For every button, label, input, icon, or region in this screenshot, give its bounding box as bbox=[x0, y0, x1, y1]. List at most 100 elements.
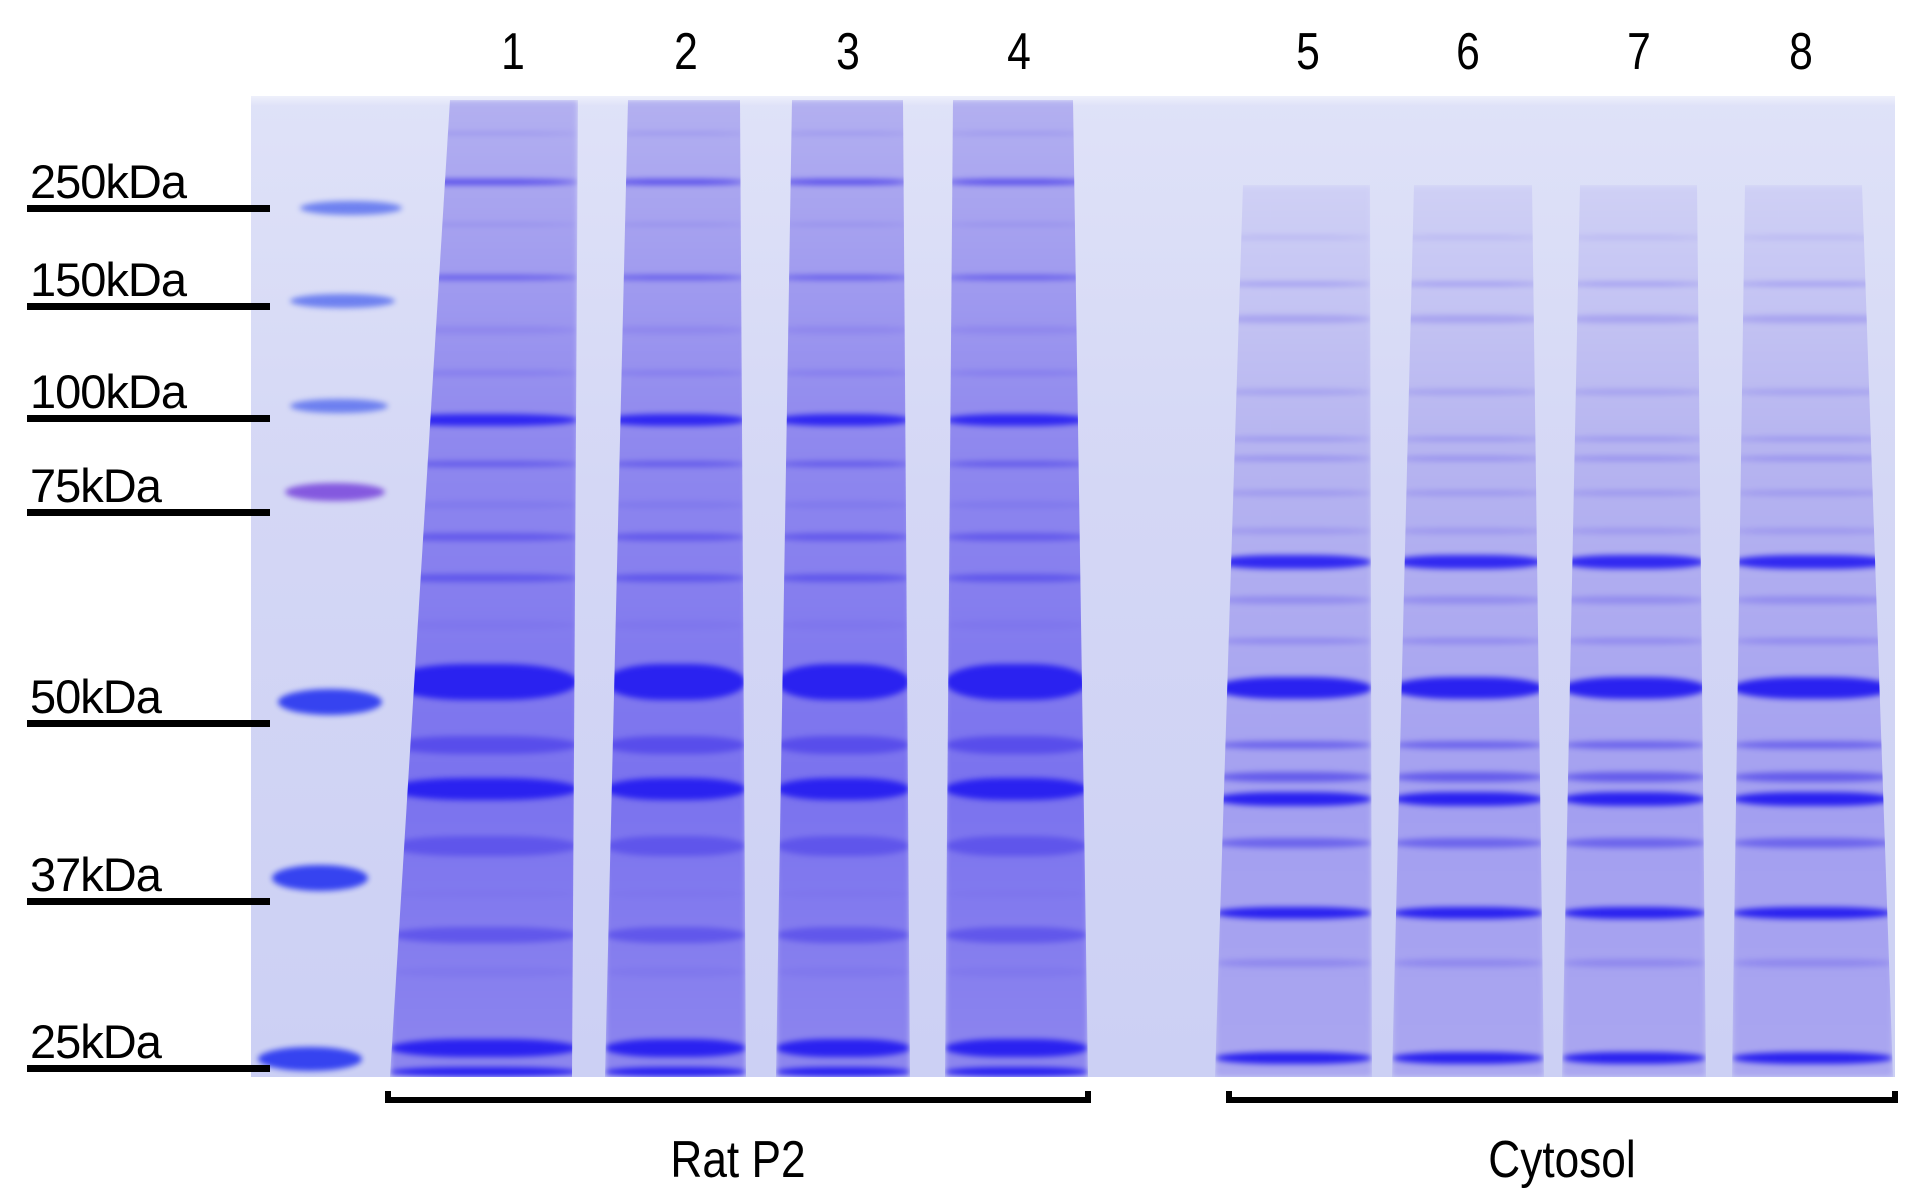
protein-band bbox=[1732, 455, 1893, 461]
lane-3 bbox=[776, 100, 910, 1077]
protein-band bbox=[1392, 638, 1544, 644]
protein-band bbox=[1732, 959, 1893, 967]
protein-band bbox=[390, 736, 578, 754]
protein-band bbox=[776, 967, 910, 977]
protein-band bbox=[945, 501, 1088, 509]
mw-label-250: 250kDa bbox=[30, 155, 187, 208]
protein-band bbox=[605, 370, 746, 376]
marker-band-75kDa bbox=[285, 483, 385, 501]
protein-band bbox=[945, 533, 1088, 541]
protein-band bbox=[1562, 741, 1706, 749]
protein-band bbox=[390, 222, 578, 226]
protein-band bbox=[1562, 282, 1706, 286]
protein-band bbox=[390, 1039, 578, 1057]
protein-band bbox=[1732, 282, 1893, 286]
protein-band bbox=[1392, 315, 1544, 323]
protein-band bbox=[1392, 1052, 1544, 1064]
protein-band bbox=[1732, 528, 1893, 534]
protein-band bbox=[1392, 772, 1544, 782]
protein-band bbox=[1392, 596, 1544, 604]
protein-band bbox=[945, 664, 1088, 700]
protein-band bbox=[1392, 838, 1544, 848]
protein-band bbox=[1215, 596, 1372, 604]
protein-band bbox=[945, 620, 1088, 630]
protein-band bbox=[776, 533, 910, 541]
lane-number-2: 2 bbox=[674, 23, 698, 81]
protein-band bbox=[1732, 792, 1893, 806]
lane-number-1: 1 bbox=[501, 23, 525, 81]
protein-band bbox=[776, 501, 910, 509]
protein-band bbox=[1392, 235, 1544, 239]
protein-band bbox=[605, 274, 746, 280]
lane-6 bbox=[1392, 185, 1544, 1077]
protein-band bbox=[390, 1067, 578, 1077]
mw-label-37: 37kDa bbox=[30, 848, 162, 901]
protein-band bbox=[1562, 235, 1706, 239]
protein-band bbox=[1215, 1052, 1372, 1064]
protein-band bbox=[776, 927, 910, 943]
protein-band bbox=[1215, 638, 1372, 644]
protein-band bbox=[1215, 282, 1372, 286]
protein-band bbox=[1562, 677, 1706, 699]
protein-band bbox=[390, 414, 578, 426]
marker-band-150kDa bbox=[290, 294, 395, 308]
protein-band bbox=[390, 461, 578, 467]
mw-line-150 bbox=[27, 303, 270, 310]
mw-label-25: 25kDa bbox=[30, 1015, 162, 1068]
protein-band bbox=[945, 414, 1088, 426]
protein-band bbox=[945, 1039, 1088, 1057]
protein-band bbox=[776, 890, 910, 898]
protein-band bbox=[945, 370, 1088, 376]
protein-band bbox=[390, 890, 578, 898]
protein-band bbox=[945, 967, 1088, 977]
protein-band bbox=[390, 370, 578, 376]
protein-band bbox=[1215, 389, 1372, 395]
mw-label-100: 100kDa bbox=[30, 365, 187, 418]
protein-band bbox=[1732, 596, 1893, 604]
protein-band bbox=[1562, 596, 1706, 604]
protein-band bbox=[390, 326, 578, 334]
protein-band bbox=[776, 664, 910, 700]
protein-band bbox=[945, 326, 1088, 334]
protein-band bbox=[1732, 490, 1893, 496]
protein-band bbox=[1732, 1052, 1893, 1064]
protein-band bbox=[605, 179, 746, 185]
protein-band bbox=[1392, 792, 1544, 806]
protein-band bbox=[776, 326, 910, 334]
protein-band bbox=[1562, 555, 1706, 569]
protein-band bbox=[1392, 959, 1544, 967]
lane-number-7: 7 bbox=[1627, 23, 1651, 81]
protein-band bbox=[605, 461, 746, 467]
protein-band bbox=[1215, 555, 1372, 569]
protein-band bbox=[390, 574, 578, 582]
protein-band bbox=[776, 414, 910, 426]
protein-band bbox=[1215, 907, 1372, 919]
protein-band bbox=[1732, 235, 1893, 239]
lane-number-6: 6 bbox=[1456, 23, 1480, 81]
protein-band bbox=[1562, 772, 1706, 782]
protein-band bbox=[1562, 528, 1706, 534]
protein-band bbox=[1562, 792, 1706, 806]
protein-band bbox=[1562, 959, 1706, 967]
protein-band bbox=[776, 1039, 910, 1057]
marker-band-37kDa bbox=[272, 865, 368, 891]
protein-band bbox=[605, 778, 746, 800]
protein-band bbox=[605, 890, 746, 898]
marker-band-100kDa bbox=[290, 399, 388, 413]
mw-line-37 bbox=[27, 898, 270, 905]
protein-band bbox=[605, 836, 746, 856]
protein-band bbox=[1732, 741, 1893, 749]
lane-number-8: 8 bbox=[1789, 23, 1813, 81]
protein-band bbox=[776, 370, 910, 376]
protein-band bbox=[605, 927, 746, 943]
protein-band bbox=[1215, 490, 1372, 496]
protein-band bbox=[776, 836, 910, 856]
mw-line-25 bbox=[27, 1065, 270, 1072]
protein-band bbox=[1732, 677, 1893, 699]
protein-band bbox=[1732, 907, 1893, 919]
protein-band bbox=[1562, 838, 1706, 848]
protein-band bbox=[1392, 677, 1544, 699]
protein-band bbox=[945, 274, 1088, 280]
protein-band bbox=[390, 927, 578, 943]
protein-band bbox=[945, 927, 1088, 943]
